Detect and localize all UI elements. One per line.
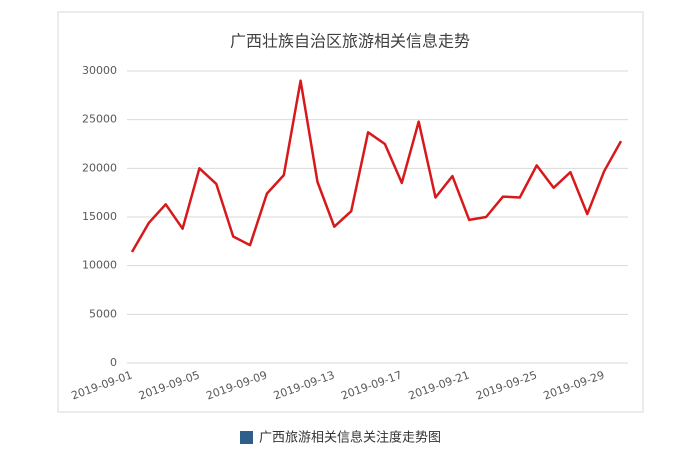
chart-title: 广西壮族自治区旅游相关信息走势 bbox=[230, 32, 470, 51]
y-tick-label: 5000 bbox=[89, 307, 117, 320]
y-tick-label: 15000 bbox=[82, 210, 117, 223]
y-tick-label: 20000 bbox=[82, 161, 117, 174]
y-tick-label: 0 bbox=[110, 356, 117, 369]
caption-marker bbox=[240, 431, 253, 444]
y-tick-label: 30000 bbox=[82, 64, 117, 77]
y-tick-label: 10000 bbox=[82, 259, 117, 272]
y-tick-label: 25000 bbox=[82, 113, 117, 126]
data-line bbox=[130, 79, 623, 253]
caption: 广西旅游相关信息关注度走势图 bbox=[259, 430, 441, 446]
